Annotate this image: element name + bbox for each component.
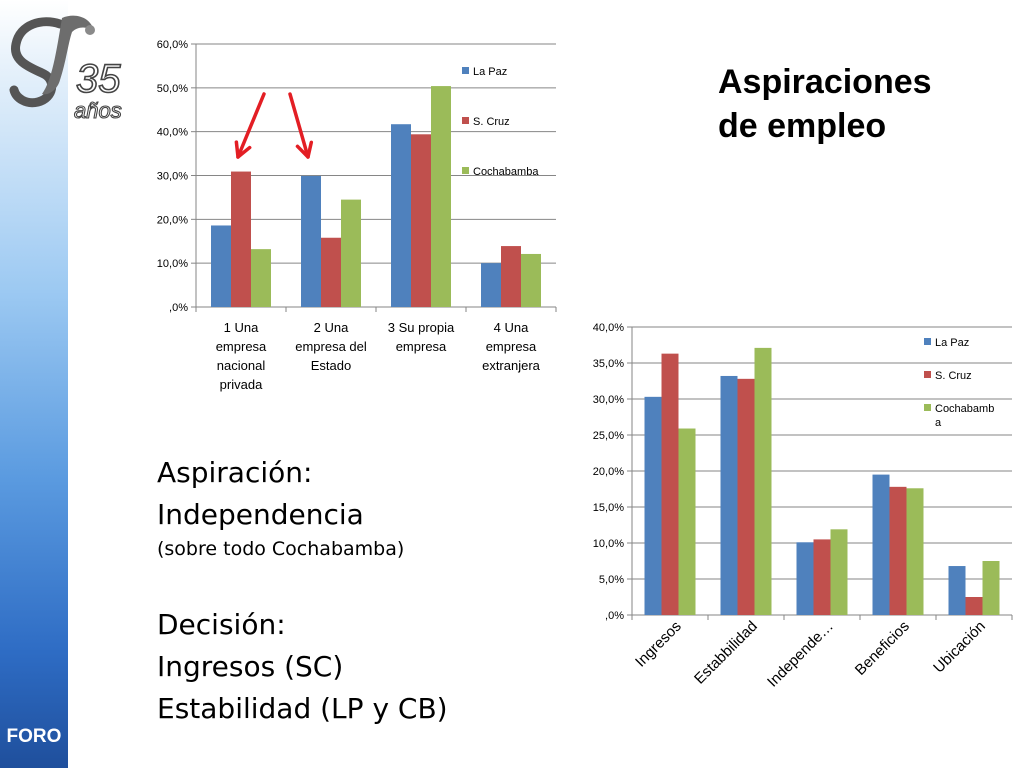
chart2-y-tick-label: ,0% [605,610,624,622]
chart1-y-tick-label: 10,0% [157,258,188,270]
logo-figure [42,15,94,95]
chart2-bar [720,375,738,615]
note-decision: Decisión: Ingresos (SC) Estabilidad (LP … [157,604,448,730]
chart2-x-tick-label: Ubicación [930,618,989,677]
chart2-bar [754,347,772,615]
chart1-y-tick-label: 40,0% [157,127,188,139]
chart2-legend-swatch [924,338,931,345]
chart1-legend-label: La Paz [473,66,507,78]
note-decision-line-1: Ingresos (SC) [157,650,344,683]
chart1-x-tick-label: 4 Una empresa extranjera [482,320,541,373]
note-decision-heading: Decisión: [157,608,286,641]
chart1-bar [301,175,321,307]
chart2-y-tick-label: 10,0% [593,538,624,550]
chart2-x-tick-label: Ingresos [632,618,685,671]
chart1-legend-swatch [462,67,469,74]
foro-label: FORO [6,726,62,747]
chart1-y-tick-label: 60,0% [157,39,188,51]
chart2-legend-label: S. Cruz [935,370,972,382]
chart2-x-tick-label: Beneficios [852,618,913,679]
chart1-bar [501,246,521,307]
title-line-2: de empleo [718,107,887,145]
chart2-legend-label: La Paz [935,337,969,349]
chart1-y-tick-label: 20,0% [157,214,188,226]
chart2-y-tick-label: 5,0% [599,574,624,586]
annotation-arrow-1 [234,92,266,159]
slide-title: Aspiraciones de empleo [718,60,932,148]
chart1-x-tick-label: 2 Una empresa del Estado [295,320,367,373]
chart2-y-tick-label: 15,0% [593,502,624,514]
chart2-legend-label: Cochabamb a [935,403,994,429]
chart1-y-tick-label: ,0% [169,302,188,314]
chart2-y-tick-label: 20,0% [593,466,624,478]
chart1-legend-swatch [462,117,469,124]
sidebar-band: FORO [0,0,68,768]
chart2-bar [982,561,1000,615]
chart2-bar [906,488,924,615]
chart1-bar [321,237,341,307]
chart1-bar [251,249,271,307]
logo-number: 35 [76,57,121,101]
chart2-y-tick-label: 30,0% [593,394,624,406]
chart2-bar [889,486,907,615]
chart-employment-aspirations: ,0% 10,0% 20,0% 30,0% 40,0% 50,0% 60,0% 1 Una em… [157,39,557,392]
chart2-y-tick-label: 40,0% [593,322,624,334]
chart2-y-tick-label: 35,0% [593,358,624,370]
chart1-legend-label: Cochabamba [473,166,539,178]
note-aspiration-sub: (sobre todo Cochabamba) [157,538,405,560]
chart1-bar [521,253,541,307]
logo-anos: años [74,98,122,123]
chart1-bar [391,124,411,307]
logo-s-swirl [9,17,65,108]
chart1-legend-label: S. Cruz [473,116,510,128]
chart2-y-tick-label: 25,0% [593,430,624,442]
note-aspiration: Aspiración: Independencia (sobre todo Co… [157,452,404,562]
note-aspiration-value: Independencia [157,498,364,531]
chart2-bar [737,378,755,615]
chart1-y-tick-label: 30,0% [157,171,188,183]
chart1-bar [481,263,501,307]
chart2-bar [796,542,814,615]
foro-35-logo: 35 años [9,15,122,124]
chart2-legend-swatch [924,371,931,378]
chart2-bar [678,428,696,615]
chart2-legend-swatch [924,404,931,411]
chart2-x-tick-label: Estabbilidad [691,618,761,688]
chart2-bar [813,539,831,615]
chart2-bar [661,353,679,615]
note-aspiration-heading: Aspiración: [157,456,313,489]
chart1-x-tick-label: 3 Su propia empresa [388,320,455,354]
annotation-arrow-2 [288,92,314,159]
chart1-bar [341,199,361,307]
chart1-bar [231,171,251,307]
chart2-x-tick-label: Independe… [764,618,837,691]
chart1-bar [431,86,451,307]
chart-decision-factors: ,0% 5,0% 10,0% 15,0% 20,0% 25,0% 30,0% 35,0% 40,… [593,322,1013,691]
chart1-bar [211,225,231,307]
chart1-y-tick-label: 50,0% [157,83,188,95]
chart2-bar [872,474,890,615]
chart2-bar [965,597,983,615]
chart2-bar [644,396,662,615]
chart1-x-tick-label: 1 Una empresa nacional privada [216,320,267,392]
chart1-legend-swatch [462,167,469,174]
chart2-bar [830,529,848,615]
chart2-bar [948,566,966,615]
chart1-bar [411,134,431,307]
note-decision-line-2: Estabilidad (LP y CB) [157,692,448,725]
title-line-1: Aspiraciones [718,63,932,101]
